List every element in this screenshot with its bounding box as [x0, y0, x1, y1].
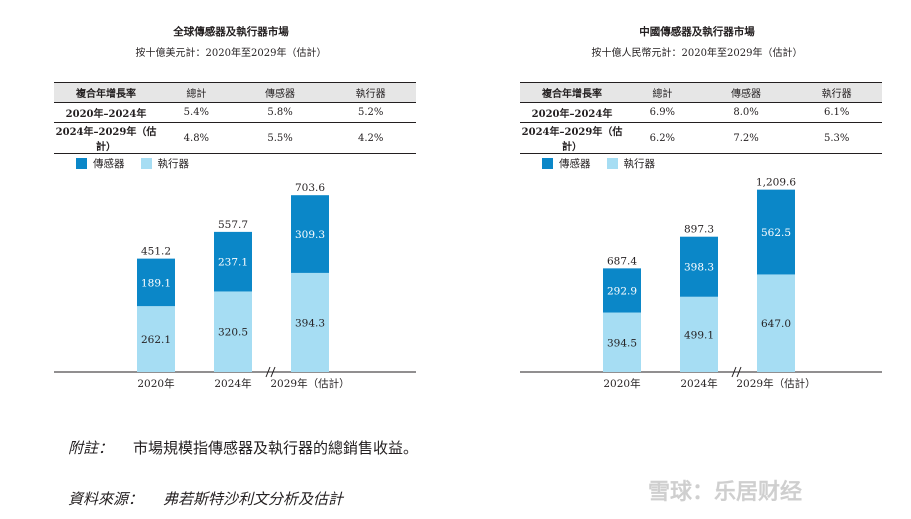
chart-title: 中國傳感器及執行器市場 [639, 26, 755, 38]
data-label-actuator: 499.1 [684, 329, 714, 341]
data-label-total: 557.7 [218, 219, 248, 231]
legend-swatch-sensor [76, 158, 87, 169]
cagr-cell: 5.3% [823, 132, 850, 144]
cagr-table: 複合年增長率 總計 傳感器 執行器 2020年–2024年 5.4% 5.8% … [54, 82, 416, 154]
source-label: 資料來源： [68, 490, 144, 508]
cagr-cell: 5.4% [183, 107, 210, 118]
axis-break-mark [265, 366, 271, 378]
data-label-total: 1,209.6 [756, 177, 796, 189]
x-tick-label: 2020年 [137, 377, 174, 390]
table-row: 2020年–2024年 5.4% 5.8% 5.2% [54, 103, 416, 123]
cagr-header: 總計 [186, 89, 207, 100]
cagr-cell: 8.0% [733, 107, 759, 118]
x-tick-label: 2024年 [214, 377, 251, 390]
global-stacked-bar-chart: 262.1 189.1 451.2 2020年 320.5 237.1 557.7 2024年… [54, 182, 416, 390]
chart-title: 全球傳感器及執行器市場 [173, 26, 289, 38]
cagr-cell: 5.2% [357, 107, 384, 118]
axis-break-mark [270, 366, 276, 378]
cagr-cell: 4.8% [183, 132, 210, 144]
source-note: 資料來源： 弗若斯特沙利文分析及估計 [68, 488, 343, 509]
legend-swatch-actuator [606, 158, 618, 169]
legend-swatch-sensor [542, 158, 553, 169]
data-label-sensor: 309.3 [295, 229, 325, 241]
chart-legend: 傳感器 執行器 [76, 156, 205, 171]
x-tick-label: 2024年 [680, 377, 717, 390]
legend-label-actuator: 執行器 [157, 158, 190, 170]
bar-actuator [757, 274, 795, 372]
global-market-panel: 全球傳感器及執行器市場 按十億美元計：2020年至2029年（估計） 複合年增長… [46, 0, 416, 400]
data-label-total: 687.4 [607, 255, 637, 267]
data-label-actuator: 320.5 [218, 327, 248, 339]
cagr-cell: 5.5% [267, 132, 293, 144]
legend-swatch-actuator [140, 158, 152, 169]
bar-actuator [680, 296, 718, 372]
legend-label-actuator: 執行器 [623, 158, 656, 170]
footnote-text: 市場規模指傳感器及執行器的總銷售收益。 [133, 439, 419, 457]
chart-subtitle: 按十億人民幣元計：2020年至2029年（估計） [591, 48, 803, 59]
cagr-header: 執行器 [821, 89, 852, 100]
table-row: 2024年–2029年（估計） 6.2% 7.2% 5.3% [520, 123, 882, 154]
cagr-cell: 6.9% [649, 107, 676, 118]
cagr-period: 2020年–2024年 [65, 109, 147, 120]
data-label-actuator: 647.0 [761, 318, 791, 330]
cagr-header: 複合年增長率 [542, 89, 602, 100]
cagr-table: 複合年增長率 總計 傳感器 執行器 2020年–2024年 6.9% 8.0% … [520, 82, 882, 154]
bar-actuator [214, 291, 252, 372]
cagr-header: 執行器 [355, 89, 386, 100]
data-label-sensor: 292.9 [607, 285, 637, 297]
cagr-header: 總計 [652, 89, 673, 100]
cagr-cell: 5.8% [267, 107, 293, 118]
china-stacked-bar-chart: 394.5 292.9 687.4 2020年 499.1 398.3 897.3 2024年… [520, 177, 882, 390]
cagr-header: 複合年增長率 [76, 89, 136, 100]
data-label-total: 897.3 [684, 224, 714, 236]
bar-sensor [757, 189, 795, 275]
cagr-cell: 6.1% [823, 107, 850, 118]
data-label-total: 703.6 [295, 182, 325, 194]
bar-sensor [291, 195, 329, 273]
cagr-period: 2024年–2029年（估計） [521, 127, 623, 153]
watermark: 雪球：乐居财经 [648, 480, 803, 505]
bar-sensor [603, 268, 641, 313]
data-label-actuator: 262.1 [141, 334, 171, 346]
footnote: 附註： 市場規模指傳感器及執行器的總銷售收益。 [68, 437, 418, 458]
cagr-cell: 6.2% [649, 132, 676, 144]
data-label-total: 451.2 [141, 246, 171, 258]
data-label-sensor: 562.5 [761, 227, 791, 239]
cagr-cell: 4.2% [357, 132, 384, 144]
legend-label-sensor: 傳感器 [93, 158, 125, 170]
data-label-sensor: 398.3 [684, 262, 714, 274]
x-tick-label: 2020年 [603, 377, 640, 390]
x-tick-label: 2029年（估計） [270, 377, 349, 390]
table-row: 2024年–2029年（估計） 4.8% 5.5% 4.2% [54, 123, 416, 154]
cagr-header: 傳感器 [265, 89, 296, 100]
bar-sensor [137, 258, 175, 307]
legend-label-sensor: 傳感器 [559, 158, 591, 170]
bar-sensor [680, 236, 718, 297]
source-text: 弗若斯特沙利文分析及估計 [163, 490, 344, 508]
cagr-period: 2024年–2029年（估計） [55, 127, 157, 153]
cagr-header-row: 複合年增長率 總計 傳感器 執行器 [520, 82, 882, 103]
bar-actuator [137, 306, 175, 372]
data-label-actuator: 394.5 [607, 337, 637, 349]
data-label-actuator: 394.3 [295, 317, 325, 329]
cagr-cell: 7.2% [733, 132, 759, 144]
data-label-sensor: 189.1 [141, 277, 171, 289]
x-tick-label: 2029年（估計） [736, 377, 815, 390]
cagr-header: 傳感器 [731, 89, 762, 100]
cagr-period: 2020年–2024年 [531, 109, 613, 120]
table-row: 2020年–2024年 6.9% 8.0% 6.1% [520, 103, 882, 123]
footnote-label: 附註： [68, 439, 114, 457]
china-market-panel: 中國傳感器及執行器市場 按十億人民幣元計：2020年至2029年（估計） 複合年… [512, 0, 882, 400]
axis-break-mark [731, 366, 737, 378]
axis-break-mark [736, 366, 742, 378]
cagr-header-row: 複合年增長率 總計 傳感器 執行器 [54, 82, 416, 103]
bar-sensor [214, 231, 252, 292]
chart-legend: 傳感器 執行器 [542, 156, 671, 171]
bar-actuator [603, 312, 641, 372]
data-label-sensor: 237.1 [218, 257, 248, 269]
chart-subtitle: 按十億美元計：2020年至2029年（估計） [135, 48, 327, 59]
bar-actuator [291, 272, 329, 372]
